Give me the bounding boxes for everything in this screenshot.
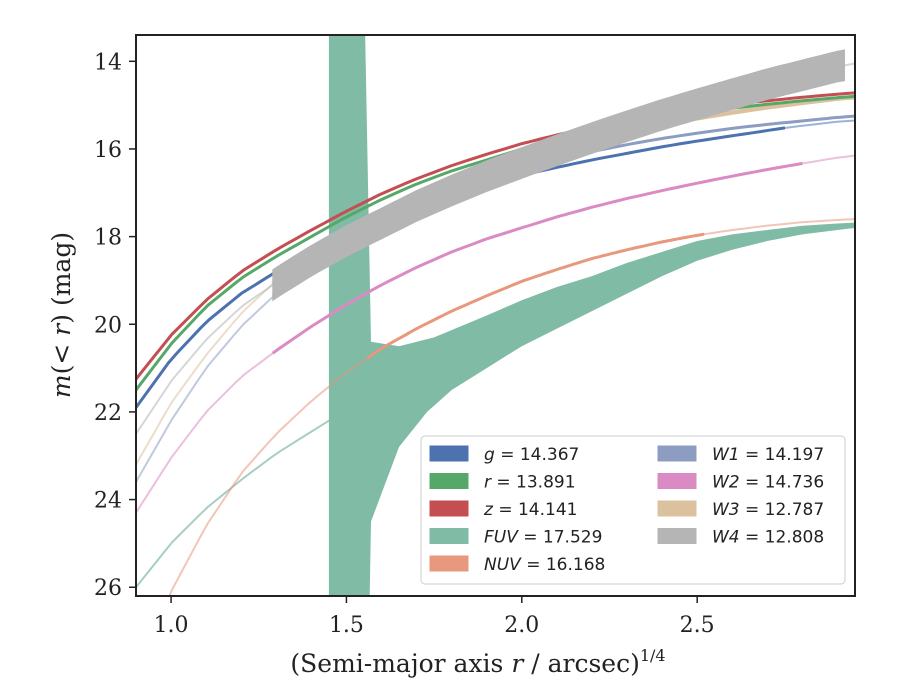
y-axis-label: m(< r) (mag) <box>47 232 76 398</box>
legend-label-W4: W4 = 12.808 <box>712 528 824 548</box>
legend-label-NUV: NUV = 16.168 <box>484 555 605 575</box>
y-tick-label: 22 <box>94 401 122 426</box>
x-tick-label: 1.0 <box>154 613 189 638</box>
series-NUV <box>168 218 855 596</box>
series-W2-band <box>271 161 803 355</box>
y-tick-label: 18 <box>94 226 122 251</box>
legend-box <box>420 435 846 585</box>
legend-swatch-g <box>429 445 469 462</box>
legend-label-z: z = 14.141 <box>483 500 577 520</box>
series-W4-line <box>136 62 855 435</box>
legend-label-W2: W2 = 14.736 <box>712 473 824 493</box>
y-tick-label: 16 <box>94 138 122 163</box>
legend-label-W3: W3 = 12.787 <box>712 500 824 520</box>
legend-swatch-W3 <box>657 500 697 517</box>
legend-label-g: g = 14.367 <box>484 445 579 465</box>
legend-swatch-W4 <box>657 528 697 544</box>
series-NUV-band <box>366 232 705 360</box>
legend-swatch-W2 <box>657 473 697 489</box>
legend-swatch-z <box>429 500 469 517</box>
series-W4 <box>136 49 855 435</box>
x-axis: 1.0 1.5 2.0 2.5 <box>154 596 715 638</box>
legend: g = 14.367 r = 13.891 z = 14.141 FUV = 17.5… <box>420 435 846 585</box>
legend-swatch-W1 <box>657 445 697 462</box>
x-tick-label: 2.0 <box>504 613 539 638</box>
y-axis: 14 16 18 20 22 24 26 <box>94 50 136 601</box>
y-tick-label: 20 <box>94 313 122 338</box>
x-tick-label: 2.5 <box>680 613 715 638</box>
y-tick-label: 24 <box>94 489 122 514</box>
y-tick-label: 26 <box>94 576 122 601</box>
y-tick-label: 14 <box>94 50 122 75</box>
legend-label-W1: W1 = 14.197 <box>712 445 824 465</box>
legend-label-FUV: FUV = 17.529 <box>484 528 602 548</box>
series-FUV <box>136 35 855 596</box>
legend-label-r: r = 13.891 <box>484 473 576 493</box>
plot-area <box>136 35 855 596</box>
legend-swatch-FUV <box>429 528 469 544</box>
series-W4-band <box>272 49 845 302</box>
legend-swatch-r <box>429 473 469 489</box>
series-W2 <box>136 154 855 514</box>
x-tick-label: 1.5 <box>329 613 364 638</box>
legend-swatch-NUV <box>429 555 469 572</box>
plot-frame <box>135 34 856 597</box>
x-axis-label: (Semi-major axis r / arcsec)1/4 <box>290 646 665 678</box>
